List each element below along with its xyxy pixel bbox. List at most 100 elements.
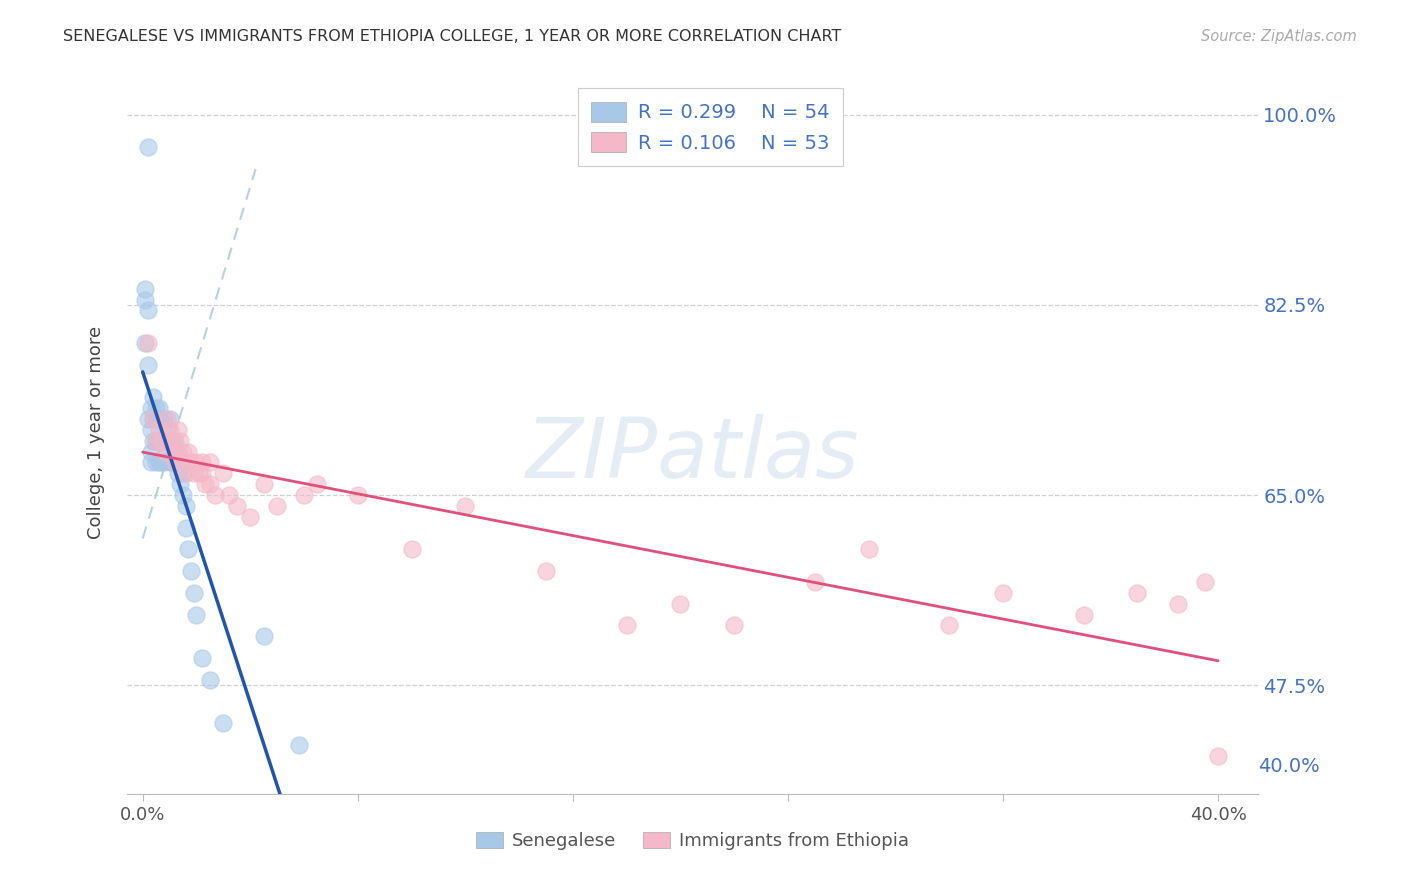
Point (191, 467, 214, 481)
Point (616, 618, 638, 632)
Point (163, 434, 186, 448)
Point (150, 434, 173, 448)
Text: ZIPatlas: ZIPatlas (526, 414, 859, 495)
Point (159, 412, 181, 426)
Point (136, 412, 159, 426)
Point (163, 455, 186, 469)
Point (153, 455, 176, 469)
Point (163, 444, 186, 458)
Point (139, 423, 162, 437)
Point (159, 434, 181, 448)
Point (180, 455, 202, 469)
Point (346, 488, 368, 502)
Point (169, 477, 191, 491)
Point (150, 434, 173, 448)
Point (723, 618, 745, 632)
Point (186, 607, 208, 622)
Point (183, 467, 205, 481)
Point (172, 455, 194, 469)
Point (148, 401, 170, 416)
Point (172, 488, 194, 502)
Point (156, 423, 179, 437)
Point (669, 597, 692, 611)
Point (142, 412, 165, 426)
Point (142, 390, 165, 404)
Point (162, 434, 184, 448)
Point (174, 499, 197, 513)
Point (156, 412, 179, 426)
Point (166, 467, 188, 481)
Point (153, 412, 176, 426)
Point (253, 477, 276, 491)
Point (1206, 748, 1229, 763)
Point (191, 651, 214, 665)
Point (145, 412, 167, 426)
Point (180, 564, 202, 578)
Point (162, 434, 184, 448)
Point (163, 455, 186, 469)
Legend: Senegalese, Immigrants from Ethiopia: Senegalese, Immigrants from Ethiopia (468, 824, 917, 857)
Point (148, 412, 170, 426)
Point (218, 488, 240, 502)
Point (292, 488, 315, 502)
Text: 40.0%: 40.0% (1258, 757, 1320, 776)
Point (177, 444, 200, 458)
Point (148, 455, 170, 469)
Point (212, 716, 235, 731)
Point (1167, 597, 1189, 611)
Point (136, 140, 159, 154)
Point (145, 434, 167, 448)
Point (188, 467, 211, 481)
Point (159, 434, 181, 448)
Text: Source: ZipAtlas.com: Source: ZipAtlas.com (1201, 29, 1357, 45)
Point (858, 542, 880, 557)
Point (1126, 586, 1149, 600)
Point (134, 336, 156, 351)
Point (1194, 574, 1216, 589)
Point (150, 455, 173, 469)
Point (159, 455, 181, 469)
Point (148, 434, 170, 448)
Point (159, 423, 181, 437)
Point (1073, 607, 1095, 622)
Point (454, 499, 477, 513)
Point (139, 401, 162, 416)
Point (134, 282, 156, 296)
Point (198, 455, 221, 469)
Point (148, 423, 170, 437)
Point (307, 477, 329, 491)
Point (136, 303, 159, 318)
Point (166, 444, 188, 458)
Point (134, 293, 156, 307)
Point (145, 401, 167, 416)
Point (198, 477, 221, 491)
Point (204, 488, 226, 502)
Point (198, 673, 221, 687)
Point (145, 455, 167, 469)
Point (239, 509, 262, 524)
Point (166, 444, 188, 458)
Point (183, 586, 205, 600)
Point (212, 467, 235, 481)
Y-axis label: College, 1 year or more: College, 1 year or more (87, 326, 105, 539)
Point (169, 434, 191, 448)
Point (266, 499, 288, 513)
Point (174, 467, 197, 481)
Point (169, 455, 191, 469)
Point (150, 412, 173, 426)
Point (153, 444, 176, 458)
Point (174, 521, 197, 535)
Point (287, 738, 309, 752)
Point (191, 455, 214, 469)
Point (186, 455, 208, 469)
Point (136, 358, 159, 372)
Point (253, 629, 276, 643)
Point (153, 434, 176, 448)
Point (172, 467, 194, 481)
Point (139, 455, 162, 469)
Point (142, 434, 165, 448)
Point (225, 499, 247, 513)
Point (193, 477, 215, 491)
Point (136, 336, 159, 351)
Point (162, 455, 184, 469)
